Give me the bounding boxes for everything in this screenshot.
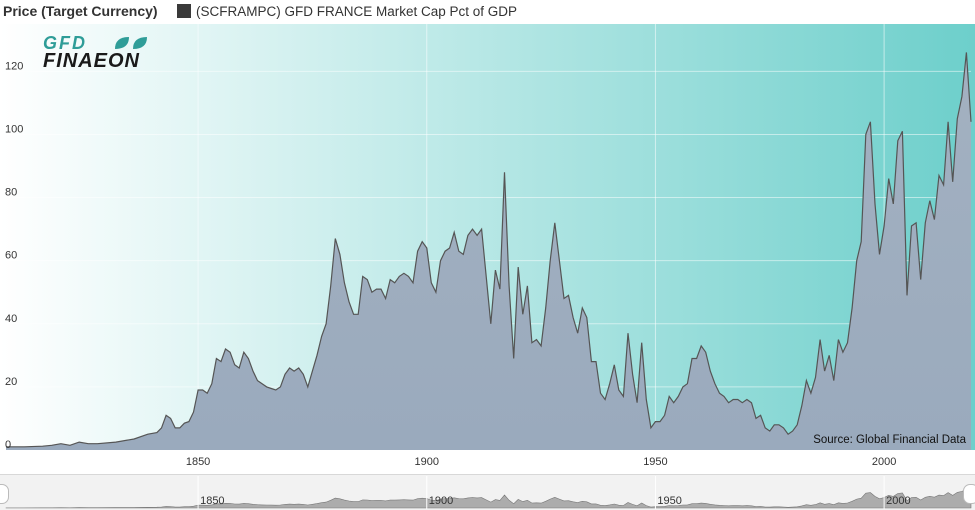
series-line xyxy=(6,52,972,448)
navigator-tick-label: 1950 xyxy=(657,495,681,507)
y-tick-label: 60 xyxy=(5,250,17,262)
x-tick-label: 1850 xyxy=(186,456,210,468)
navigator-tick-label: 2000 xyxy=(886,495,910,507)
x-tick-label: 1950 xyxy=(643,456,667,468)
y-tick-label: 80 xyxy=(5,187,17,199)
gfd-finaeon-logo: GFD FINAEON xyxy=(43,33,183,73)
y-tick-label: 120 xyxy=(5,60,23,72)
source-note: Source: Global Financial Data xyxy=(813,434,966,446)
navigator-tick-label: 1900 xyxy=(429,495,453,507)
series-area xyxy=(6,52,971,451)
y-tick-label: 20 xyxy=(5,376,17,388)
legend-bar: Price (Target Currency) (SCFRAMPC) GFD F… xyxy=(0,0,975,24)
leaf-icon xyxy=(115,37,147,49)
navigator-left-handle[interactable] xyxy=(0,484,9,504)
x-axis-ticks: 1850 1900 1950 2000 xyxy=(186,456,897,468)
x-tick-label: 2000 xyxy=(872,456,896,468)
y-axis-caption: Price (Target Currency) xyxy=(3,3,158,19)
navigator-area xyxy=(5,488,972,509)
legend-series-label[interactable]: (SCFRAMPC) GFD FRANCE Market Cap Pct of … xyxy=(196,4,518,19)
y-tick-label: 100 xyxy=(5,123,23,135)
logo-text-gfd: GFD xyxy=(43,33,87,53)
navigator-right-handle[interactable] xyxy=(963,484,975,504)
y-tick-label: 0 xyxy=(5,439,11,451)
y-axis-ticks: 0 20 40 60 80 100 120 xyxy=(5,60,23,451)
logo-text-finaeon: FINAEON xyxy=(43,50,140,72)
navigator-series: 1850 1900 1950 2000 xyxy=(5,476,972,509)
legend-swatch[interactable] xyxy=(177,4,191,18)
y-tick-label: 40 xyxy=(5,313,17,325)
navigator-tick-label: 1850 xyxy=(200,495,224,507)
x-tick-label: 1900 xyxy=(415,456,439,468)
